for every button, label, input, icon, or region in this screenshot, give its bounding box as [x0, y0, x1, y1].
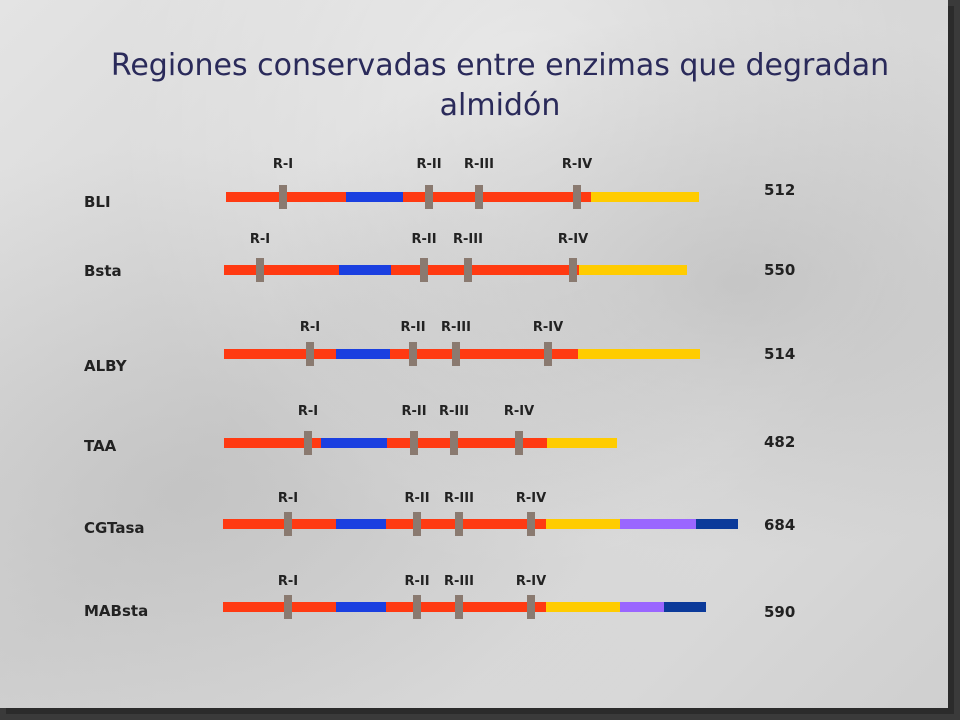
bar-segment-yellow: [579, 265, 687, 275]
enzyme-name: TAA: [84, 437, 117, 455]
region-marker: [475, 185, 483, 209]
region-marker: [455, 512, 463, 536]
bar-segment-red: [386, 519, 546, 529]
region-marker: [450, 431, 458, 455]
region-marker: [569, 258, 577, 282]
enzyme-name: Bsta: [84, 262, 122, 280]
region-label: R-II: [404, 491, 429, 506]
region-marker: [544, 342, 552, 366]
region-marker: [306, 342, 314, 366]
bar-segment-red: [403, 192, 591, 202]
bar-segment-yellow: [591, 192, 699, 202]
bar-segment-red: [223, 519, 336, 529]
region-label: R-III: [464, 157, 494, 172]
enzyme-row-bli: BLI R-I R-II R-III R-IV 512: [84, 157, 795, 211]
bar-segment-navy: [696, 519, 738, 529]
region-label: R-I: [273, 157, 293, 172]
region-marker: [425, 185, 433, 209]
region-marker: [279, 185, 287, 209]
region-label: R-III: [439, 404, 469, 419]
bar-segment-red: [224, 265, 339, 275]
bar-segment-blue: [336, 349, 390, 359]
enzyme-name: MABsta: [84, 602, 148, 620]
enzyme-name: CGTasa: [84, 519, 145, 537]
region-label: R-IV: [516, 491, 546, 506]
bar-segment-red: [390, 349, 578, 359]
region-marker: [413, 512, 421, 536]
region-label: R-II: [401, 404, 426, 419]
region-marker: [527, 595, 535, 619]
enzyme-length: 482: [764, 433, 795, 451]
bar-segment-purple: [620, 519, 696, 529]
bar-segment-blue: [336, 519, 386, 529]
enzyme-name: BLI: [84, 193, 111, 211]
region-marker: [452, 342, 460, 366]
region-label: R-IV: [533, 320, 563, 335]
bar-segment-red: [386, 602, 546, 612]
region-marker: [527, 512, 535, 536]
bar-segment-blue: [336, 602, 386, 612]
region-label: R-I: [278, 574, 298, 589]
region-label: R-II: [411, 232, 436, 247]
region-label: R-III: [444, 574, 474, 589]
region-marker: [413, 595, 421, 619]
region-label: R-I: [278, 491, 298, 506]
region-marker: [409, 342, 417, 366]
region-label: R-II: [404, 574, 429, 589]
region-label: R-III: [453, 232, 483, 247]
bar-segment-navy: [664, 602, 706, 612]
slide-title: Regiones conservadas entre enzimas que d…: [110, 48, 890, 123]
region-marker: [284, 512, 292, 536]
region-label: R-I: [298, 404, 318, 419]
bar-segment-red: [387, 438, 547, 448]
region-label: R-I: [300, 320, 320, 335]
region-label: R-IV: [516, 574, 546, 589]
bar-segment-blue: [339, 265, 391, 275]
bar-segment-red: [224, 349, 336, 359]
enzyme-name: ALBY: [84, 357, 128, 375]
bar-segment-yellow: [546, 602, 620, 612]
conserved-regions-diagram: BLI R-I R-II R-III R-IV 512 Bsta R-I R-II R-III R-…: [84, 157, 795, 621]
enzyme-row-cgtasa: CGTasa R-I R-II R-III R-IV 684: [84, 491, 795, 537]
region-label: R-IV: [562, 157, 592, 172]
bar-segment-red: [391, 265, 579, 275]
region-marker: [573, 185, 581, 209]
bar-segment-red: [224, 438, 321, 448]
bar-segment-yellow: [546, 519, 620, 529]
enzyme-length: 512: [764, 181, 795, 199]
enzyme-row-bsta: Bsta R-I R-II R-III R-IV 550: [84, 232, 795, 282]
enzyme-row-taa: TAA R-I R-II R-III R-IV 482: [84, 404, 795, 455]
enzyme-length: 514: [764, 345, 795, 363]
region-marker: [410, 431, 418, 455]
region-label: R-IV: [504, 404, 534, 419]
region-marker: [256, 258, 264, 282]
bar-segment-yellow: [547, 438, 617, 448]
enzyme-length: 684: [764, 516, 795, 534]
region-label: R-IV: [558, 232, 588, 247]
enzyme-row-alby: ALBY R-I R-II R-III R-IV 514: [84, 320, 795, 375]
slide-background: Regiones conservadas entre enzimas que d…: [0, 0, 948, 708]
region-marker: [464, 258, 472, 282]
region-label: R-III: [444, 491, 474, 506]
enzyme-row-mabsta: MABsta R-I R-II R-III R-IV 590: [84, 574, 795, 621]
region-label: R-II: [400, 320, 425, 335]
region-label: R-II: [416, 157, 441, 172]
bar-segment-blue: [346, 192, 403, 202]
bar-segment-yellow: [578, 349, 700, 359]
region-label: R-I: [250, 232, 270, 247]
region-marker: [420, 258, 428, 282]
bar-segment-blue: [321, 438, 387, 448]
region-marker: [515, 431, 523, 455]
enzyme-length: 550: [764, 261, 795, 279]
bar-segment-red: [223, 602, 336, 612]
bar-segment-purple: [620, 602, 664, 612]
region-label: R-III: [441, 320, 471, 335]
region-marker: [455, 595, 463, 619]
region-marker: [304, 431, 312, 455]
region-marker: [284, 595, 292, 619]
enzyme-length: 590: [764, 603, 795, 621]
